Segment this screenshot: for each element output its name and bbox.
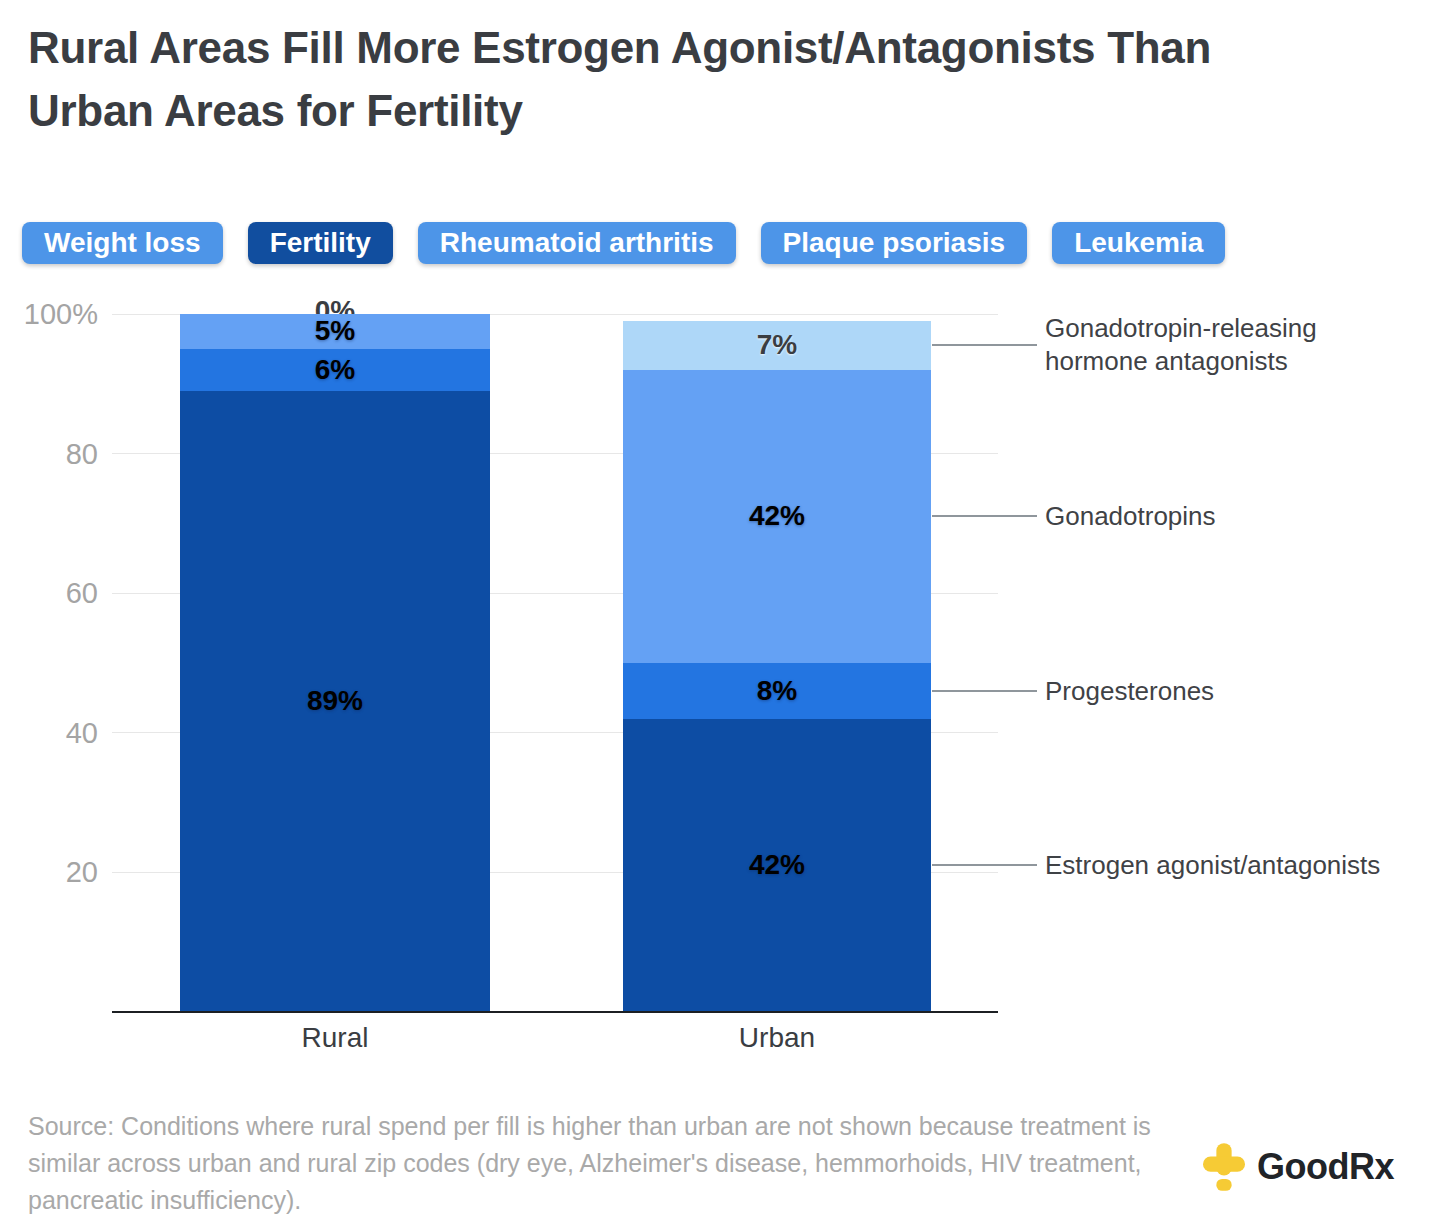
- tab-fertility[interactable]: Fertility: [248, 222, 393, 264]
- legend-label-progesterones: Progesterones: [1045, 674, 1214, 707]
- goodrx-wordmark: GoodRx: [1257, 1146, 1394, 1188]
- bar-value-label-rural-estrogen-agonist-antagonists: 89%: [180, 687, 490, 715]
- goodrx-logo: GoodRx: [1203, 1143, 1394, 1191]
- leader-line-progesterones: [932, 690, 1037, 692]
- x-axis-label-rural: Rural: [180, 1024, 490, 1052]
- y-axis-tick-label: 60: [0, 579, 98, 608]
- page-title: Rural Areas Fill More Estrogen Agonist/A…: [28, 16, 1428, 142]
- leader-line-gonadotropins: [932, 515, 1037, 517]
- bar-value-label-rural-gonadotropins: 5%: [180, 317, 490, 345]
- legend-label-estrogen-agonist-antagonists: Estrogen agonist/antagonists: [1045, 849, 1380, 882]
- tab-leukemia[interactable]: Leukemia: [1052, 222, 1225, 264]
- bar-value-label-urban-gonadotropin-releasing-hormone-antagonists: 7%: [623, 331, 931, 359]
- leader-line-gonadotropin-releasing-hormone-antagonists: [932, 344, 1037, 346]
- x-axis-line: [112, 1011, 998, 1013]
- page-title-line-2: Urban Areas for Fertility: [28, 79, 1428, 142]
- tab-plaque-psoriasis[interactable]: Plaque psoriasis: [761, 222, 1028, 264]
- goodrx-chart-page: Rural Areas Fill More Estrogen Agonist/A…: [0, 0, 1440, 1226]
- legend-label-gonadotropins: Gonadotropins: [1045, 500, 1216, 533]
- y-axis-tick-label: 20: [0, 858, 98, 887]
- tab-rheumatoid-arthritis[interactable]: Rheumatoid arthritis: [418, 222, 736, 264]
- page-title-line-1: Rural Areas Fill More Estrogen Agonist/A…: [28, 16, 1428, 79]
- condition-tabs: Weight loss Fertility Rheumatoid arthritis…: [22, 222, 1225, 264]
- y-axis-tick-label: 100%: [0, 300, 98, 329]
- legend-label-gonadotropin-releasing-hormone-antagonists: Gonadotropin-releasing hormone antagonis…: [1045, 312, 1395, 378]
- goodrx-wordmark-rx: Rx: [1349, 1146, 1394, 1187]
- tab-weight-loss[interactable]: Weight loss: [22, 222, 223, 264]
- x-axis-label-urban: Urban: [623, 1024, 931, 1052]
- y-axis-tick-label: 80: [0, 440, 98, 469]
- bar-value-label-urban-gonadotropins: 42%: [623, 502, 931, 530]
- source-note: Source: Conditions where rural spend per…: [28, 1108, 1188, 1219]
- bar-value-label-rural-progesterones: 6%: [180, 356, 490, 384]
- y-axis-tick-label: 40: [0, 719, 98, 748]
- goodrx-wordmark-good: Good: [1257, 1146, 1349, 1187]
- goodrx-cross-icon: [1203, 1143, 1245, 1191]
- leader-line-estrogen-agonist-antagonists: [932, 864, 1037, 866]
- bar-value-label-urban-estrogen-agonist-antagonists: 42%: [623, 851, 931, 879]
- bar-value-label-urban-progesterones: 8%: [623, 677, 931, 705]
